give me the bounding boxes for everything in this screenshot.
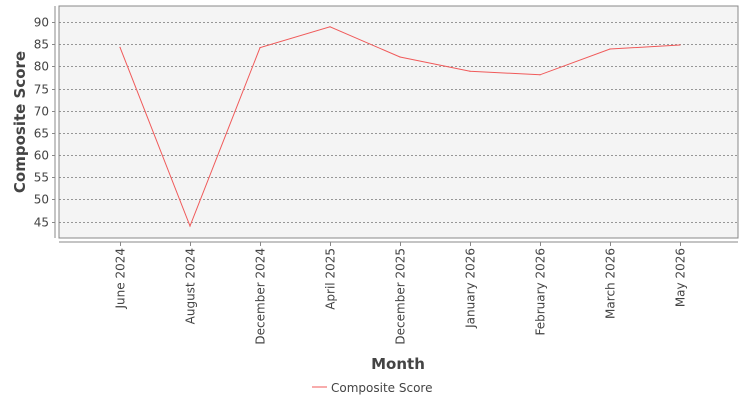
x-tick-label: February 2026	[534, 248, 548, 336]
y-tick-label: 50	[34, 193, 49, 207]
y-tick-label: 70	[34, 105, 49, 119]
data-point	[679, 44, 681, 46]
y-tick-label: 55	[34, 171, 49, 185]
y-tick-label: 65	[34, 127, 49, 141]
y-tick-label: 75	[34, 83, 49, 97]
x-tick-label: December 2024	[254, 248, 268, 345]
y-axis: 45 50 55 60 65 70 75 80 85 90	[34, 6, 56, 238]
gridlines	[59, 22, 738, 223]
data-point	[329, 26, 331, 28]
legend: Composite Score	[312, 381, 432, 395]
series-layer	[119, 26, 681, 228]
y-tick-label: 45	[34, 216, 49, 230]
y-tick-label: 85	[34, 38, 49, 52]
y-tick-label: 80	[34, 60, 49, 74]
x-axis: June 2024 August 2024 December 2024 April 2…	[59, 241, 738, 345]
data-point	[469, 70, 471, 72]
data-point	[259, 47, 261, 49]
data-point	[609, 48, 611, 50]
data-point	[399, 56, 401, 58]
x-tick-label: August 2024	[184, 248, 198, 324]
y-axis-title: Composite Score	[11, 51, 29, 193]
x-tick-label: January 2026	[464, 248, 478, 329]
x-tick-label: April 2025	[324, 248, 338, 310]
x-tick-label: March 2026	[604, 248, 618, 319]
x-tick-label: June 2024	[114, 248, 128, 310]
y-tick-label: 60	[34, 149, 49, 163]
data-point	[119, 46, 121, 48]
x-tick-label: May 2026	[674, 248, 688, 307]
legend-label: Composite Score	[331, 381, 432, 395]
data-point	[189, 225, 191, 227]
data-point	[539, 74, 541, 76]
x-tick-label: December 2025	[394, 248, 408, 345]
y-tick-label: 90	[34, 16, 49, 30]
x-axis-title: Month	[371, 355, 425, 373]
plot-area	[58, 5, 739, 239]
